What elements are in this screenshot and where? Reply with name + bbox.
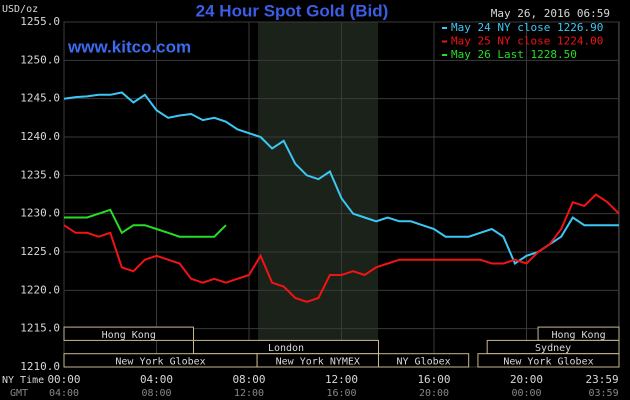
series-line: [64, 208, 227, 238]
legend-label: May 24 NY close 1226.90: [451, 21, 603, 34]
x-tick-label: 20:00: [510, 373, 543, 386]
y-tick-label: 1225.0: [20, 245, 60, 258]
x2-tick-label: 04:00: [49, 388, 79, 399]
y-tick-label: 1230.0: [20, 207, 60, 220]
timestamp: May 26, 2016 06:59: [491, 7, 610, 20]
ny-session-shade: [258, 22, 378, 367]
x2-tick-label: 00:00: [511, 388, 541, 399]
x2-tick-label: 20:00: [419, 388, 449, 399]
y-tick-label: 1215.0: [20, 322, 60, 335]
y-tick-label: 1250.0: [20, 53, 60, 66]
session-label: Hong Kong: [551, 330, 605, 341]
y-tick-label: 1255.0: [20, 15, 60, 28]
legend-label: May 26 Last 1228.50: [451, 48, 577, 61]
session-label: London: [268, 343, 304, 354]
x2-tick-label: 08:00: [141, 388, 171, 399]
x-tick-label: 12:00: [325, 373, 358, 386]
session-box: [477, 353, 620, 368]
legend-label: May 25 NY close 1224.00: [451, 35, 603, 48]
series-line: [63, 193, 620, 303]
x-row-label: NY Time: [2, 375, 44, 386]
x-tick-label: 00:00: [47, 373, 80, 386]
y-tick-label: 1245.0: [20, 92, 60, 105]
y-tick-label: 1210.0: [20, 360, 60, 373]
y-tick-label: 1235.0: [20, 168, 60, 181]
x2-tick-label: 12:00: [234, 388, 264, 399]
x-tick-label: 08:00: [232, 373, 265, 386]
session-label: Hong Kong: [102, 330, 156, 341]
series-line: [63, 91, 619, 265]
session-label: NY Globex: [397, 356, 451, 367]
y-tick-label: 1240.0: [20, 130, 60, 143]
session-box: [378, 353, 470, 368]
x2-tick-label: 03:59: [588, 388, 618, 399]
x2-row-label: GMT: [10, 388, 28, 399]
y-unit: USD/oz: [2, 4, 38, 15]
x-tick-label: 23:59: [585, 373, 618, 386]
session-box: [63, 326, 194, 341]
y-tick-label: 1220.0: [20, 283, 60, 296]
chart-title: 24 Hour Spot Gold (Bid): [196, 1, 389, 20]
x-tick-label: 04:00: [140, 373, 173, 386]
session-label: Sydney: [535, 343, 571, 354]
session-label: New York NYMEX: [276, 356, 360, 367]
session-label: New York Globex: [503, 356, 593, 367]
x-tick-label: 16:00: [417, 373, 450, 386]
x2-tick-label: 16:00: [326, 388, 356, 399]
website: www.kitco.com: [67, 37, 191, 56]
session-label: New York Globex: [115, 356, 205, 367]
